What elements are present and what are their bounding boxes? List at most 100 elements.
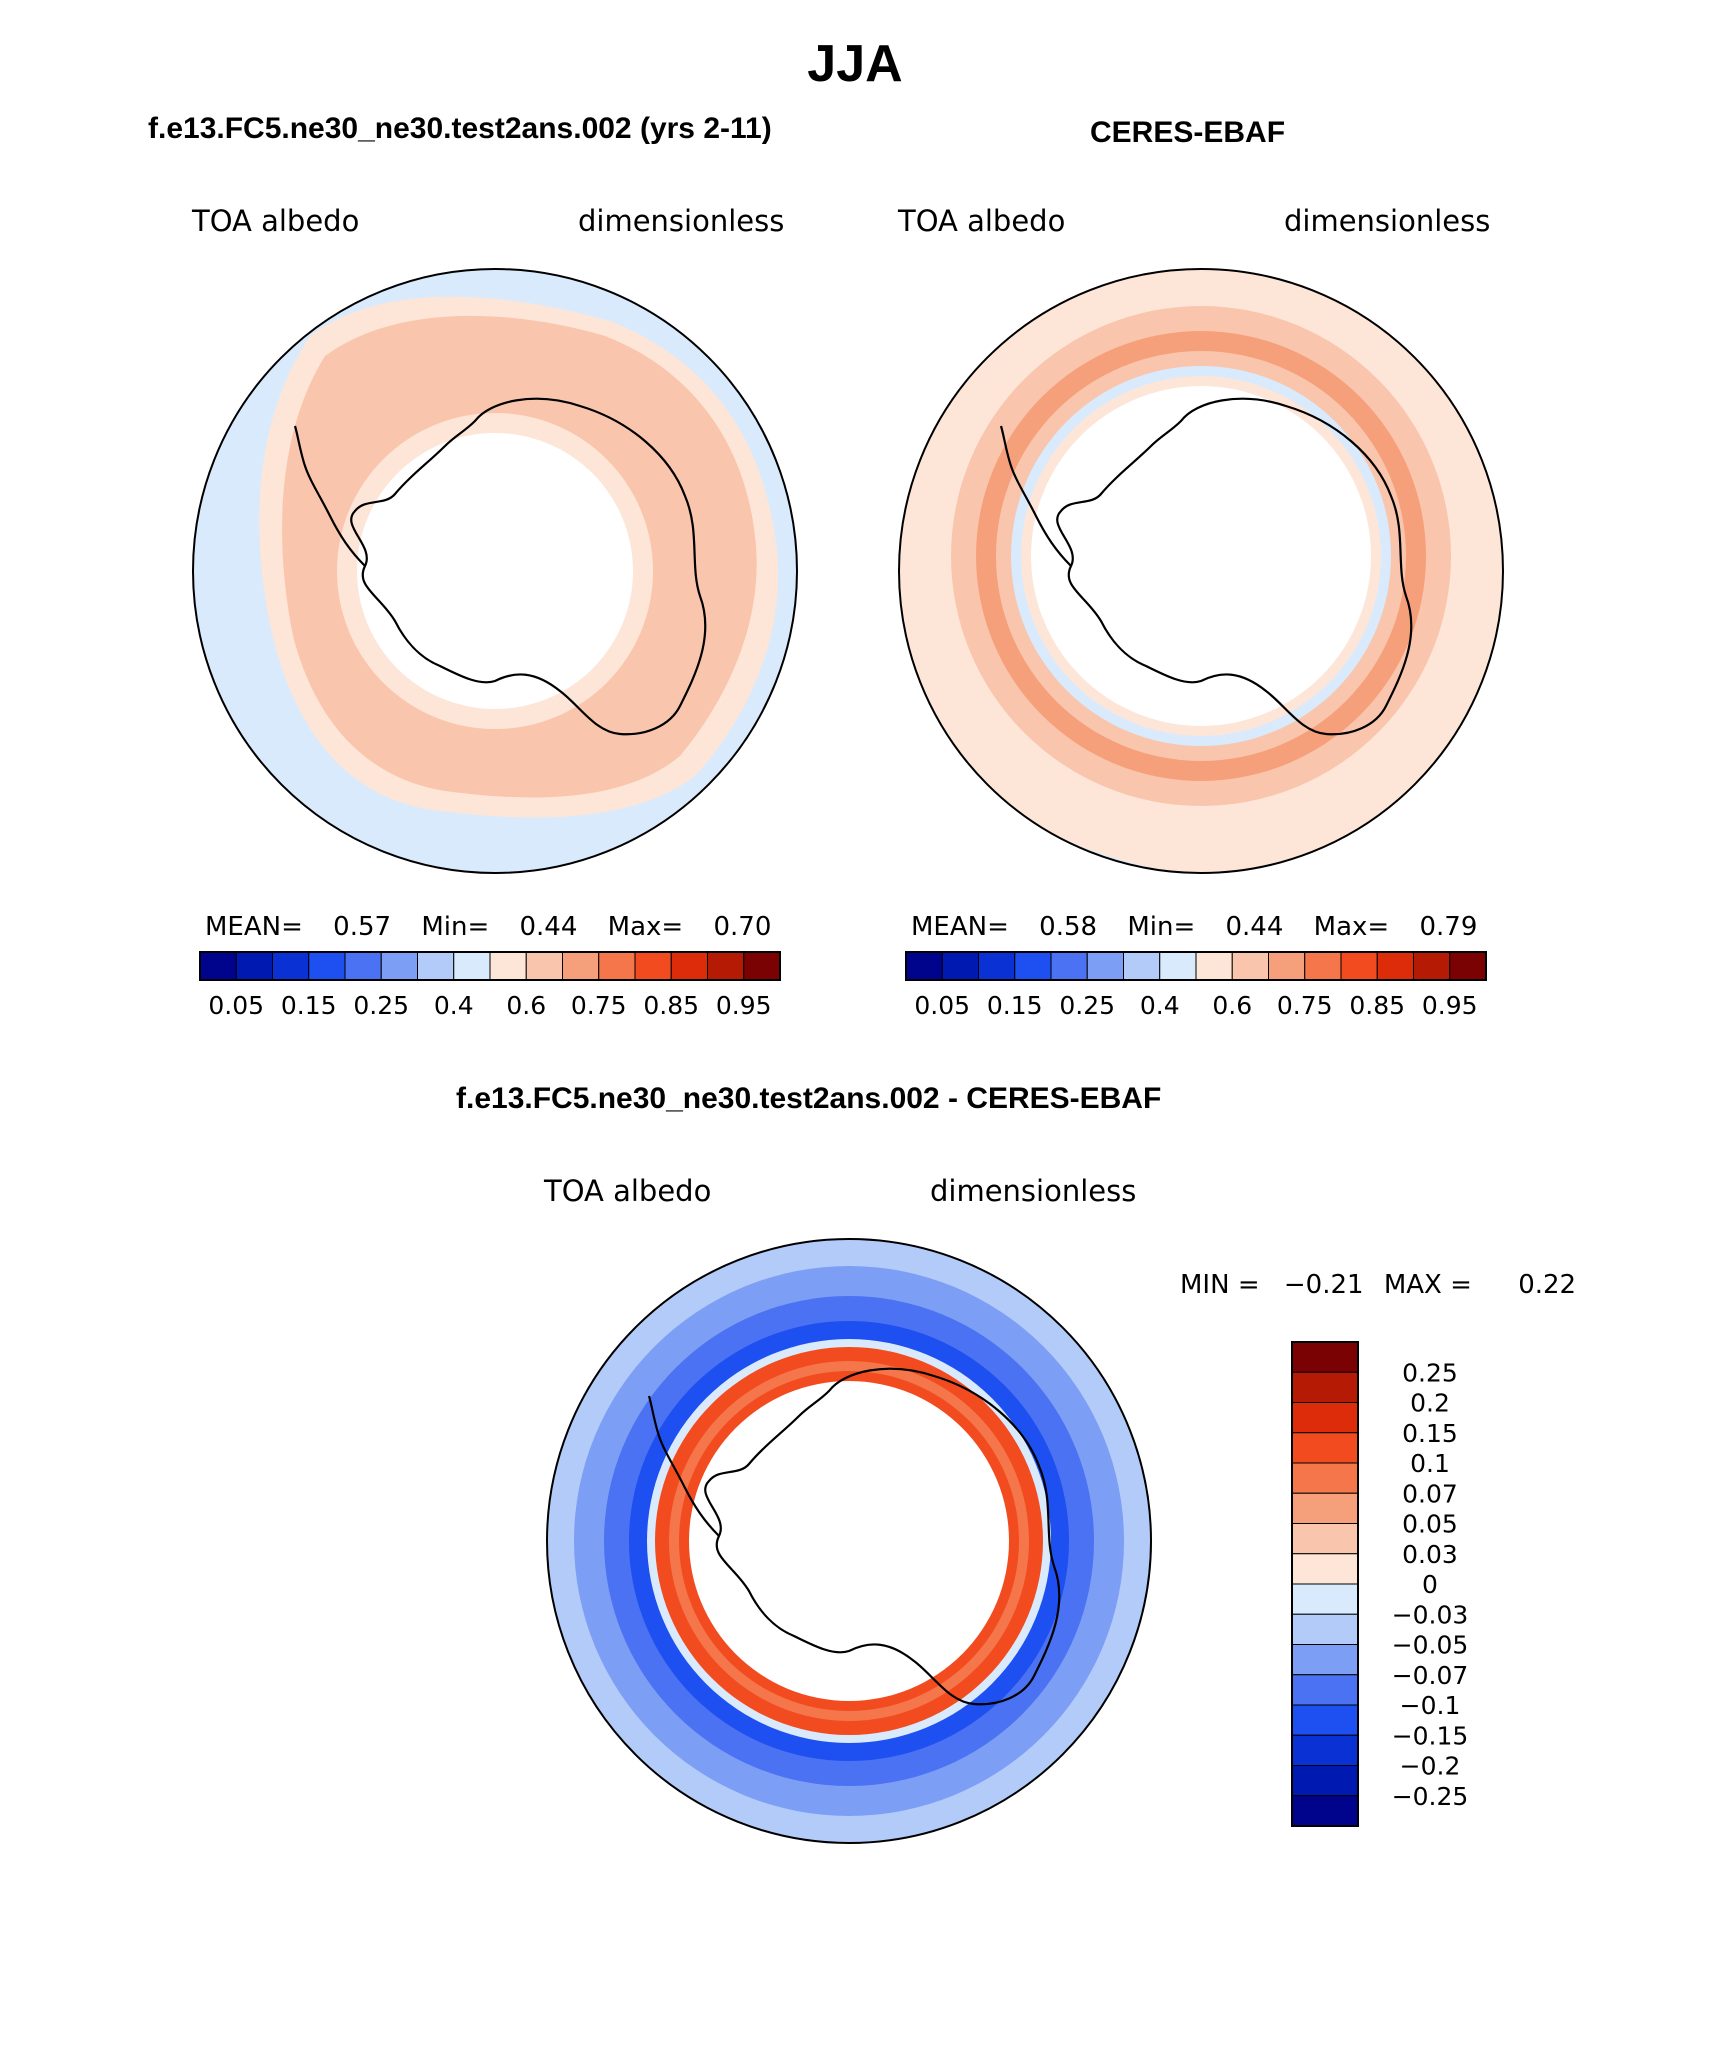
panel-2-colorbar-swatch <box>1340 951 1378 981</box>
map-border <box>898 268 1504 874</box>
panel-3-colorbar-tick-label: −0.25 <box>1392 1782 1469 1811</box>
panel-1-colorbar-swatch <box>743 951 781 981</box>
panel-1-stats: MEAN= 0.57 Min= 0.44 Max= 0.70 <box>205 912 771 942</box>
panel-3-colorbar: 0.250.20.150.10.070.050.030−0.03−0.05−0.… <box>1291 1341 1469 1827</box>
panel-1-units-label: dimensionless <box>578 204 785 238</box>
panel-3-colorbar-tick-label: 0.25 <box>1402 1358 1458 1387</box>
panel-2-colorbar-tick-label: 0.6 <box>1212 991 1252 1020</box>
panel-3-colorbar-swatch <box>1291 1553 1359 1585</box>
panel-3-max-value: 0.22 <box>1518 1270 1577 1300</box>
panel-1-min-value: 0.44 <box>519 912 578 942</box>
panel-2-units-label: dimensionless <box>1284 204 1491 238</box>
panel-3-colorbar-tick-label: 0 <box>1422 1570 1438 1599</box>
panel-3-max-label: MAX = <box>1383 1270 1472 1300</box>
panel-1-colorbar-tick-label: 0.25 <box>353 991 409 1020</box>
panel-3-colorbar-swatch <box>1291 1523 1359 1555</box>
panel-3-colorbar-tick-label: −0.15 <box>1392 1721 1469 1750</box>
panel-2-colorbar: 0.05 0.15 0.25 0.4 0.6 0.75 0.85 0.95 <box>905 951 1487 1020</box>
panel-2-stats: MEAN= 0.58 Min= 0.44 Max= 0.79 <box>911 912 1477 942</box>
panel-3-colorbar-swatch <box>1291 1583 1359 1615</box>
panel-3-title: f.e13.FC5.ne30_ne30.test2ans.002 - CERES… <box>456 1082 1162 1115</box>
peninsula-coastline <box>647 1395 720 1537</box>
panel-2-colorbar-swatch <box>1268 951 1306 981</box>
panel-3-units-label: dimensionless <box>930 1174 1137 1208</box>
panel-2-colorbar-swatch <box>1231 951 1269 981</box>
panel-2-max-value: 0.79 <box>1419 912 1478 942</box>
panel-1-max-label: Max= <box>607 912 684 942</box>
panel-1-colorbar-swatch <box>235 951 273 981</box>
panel-1-colorbar-swatch <box>308 951 346 981</box>
panel-3-min-label: MIN = <box>1180 1270 1260 1300</box>
panel-2-colorbar-tick-label: 0.75 <box>1277 991 1333 1020</box>
panel-1-colorbar-swatch <box>453 951 491 981</box>
panel-2-colorbar-swatch <box>1376 951 1414 981</box>
panel-1-colorbar-tick-label: 0.05 <box>208 991 264 1020</box>
pole-missing-data <box>689 1381 1009 1701</box>
panel-2-colorbar-swatch <box>905 951 943 981</box>
panel-3-colorbar-swatch <box>1291 1613 1359 1645</box>
map-observed-albedo <box>898 268 1504 874</box>
panel-1-mean-value: 0.57 <box>333 912 392 942</box>
panel-2-colorbar-tick-label: 0.85 <box>1349 991 1405 1020</box>
panel-2-colorbar-tick-label: 0.05 <box>914 991 970 1020</box>
panel-2-colorbar-swatch <box>1123 951 1161 981</box>
panel-1-colorbar-tick-label: 0.15 <box>281 991 337 1020</box>
panel-3-minmax: MIN = −0.21 MAX = 0.22 <box>1180 1270 1576 1300</box>
panel-1-max-value: 0.70 <box>713 912 772 942</box>
panel-3-colorbar-swatch <box>1291 1734 1359 1766</box>
panel-3-colorbar-swatch <box>1291 1341 1359 1373</box>
panel-3-colorbar-tick-label: 0.2 <box>1410 1389 1450 1418</box>
panel-2-colorbar-swatch <box>978 951 1016 981</box>
panel-1-colorbar-swatch <box>707 951 745 981</box>
panel-2-colorbar-swatch <box>1304 951 1342 981</box>
panel-1-colorbar-swatch <box>634 951 672 981</box>
panel-1-colorbar-swatch <box>489 951 527 981</box>
panel-1-colorbar-tick-label: 0.75 <box>571 991 627 1020</box>
panel-2-colorbar-swatch <box>1195 951 1233 981</box>
pole-missing-data <box>1031 386 1371 726</box>
panel-1-colorbar-swatch <box>344 951 382 981</box>
panel-3-colorbar-swatch <box>1291 1492 1359 1524</box>
panel-3-colorbar-swatch <box>1291 1765 1359 1797</box>
panel-2-colorbar-swatch <box>1159 951 1197 981</box>
panel-2-colorbar-swatch <box>1050 951 1088 981</box>
panel-3-colorbar-tick-label: −0.2 <box>1400 1752 1461 1781</box>
panel-2-min-value: 0.44 <box>1225 912 1284 942</box>
panel-3-min-value: −0.21 <box>1283 1270 1364 1300</box>
panel-3-colorbar-tick-label: −0.07 <box>1392 1661 1469 1690</box>
panel-2-colorbar-swatch <box>1413 951 1451 981</box>
antarctica-coastline <box>704 1367 1061 1706</box>
panel-1-colorbar-swatch <box>417 951 455 981</box>
panel-3-colorbar-swatch <box>1291 1402 1359 1434</box>
panel-2-variable-label: TOA albedo <box>898 204 1066 238</box>
panel-2-colorbar-swatch <box>1086 951 1124 981</box>
panel-1-colorbar-swatch <box>598 951 636 981</box>
panel-1-colorbar-swatch <box>562 951 600 981</box>
panel-3-colorbar-swatch <box>1291 1371 1359 1403</box>
panel-1-colorbar-tick-label: 0.4 <box>434 991 474 1020</box>
panel-2-colorbar-frame <box>905 951 1487 981</box>
panel-3-colorbar-swatch <box>1291 1795 1359 1827</box>
panel-3-colorbar-swatch <box>1291 1432 1359 1464</box>
panel-3-colorbar-tick-label: −0.1 <box>1400 1691 1461 1720</box>
panel-3-colorbar-swatch <box>1291 1704 1359 1736</box>
panel-1-colorbar-tick-label: 0.85 <box>643 991 699 1020</box>
map-model-albedo <box>192 268 798 874</box>
panel-1-colorbar-frame <box>199 951 781 981</box>
panel-2-colorbar-swatch <box>1014 951 1052 981</box>
antarctica-coastline <box>1056 397 1413 736</box>
peninsula-coastline <box>999 425 1072 567</box>
panel-2-mean-label: MEAN= <box>911 912 1009 942</box>
panel-2-colorbar-swatch <box>1449 951 1487 981</box>
panel-3-variable-label: TOA albedo <box>544 1174 712 1208</box>
panel-3-colorbar-swatch <box>1291 1644 1359 1676</box>
panel-3-colorbar-tick-label: −0.03 <box>1392 1600 1469 1629</box>
panel-3-colorbar-tick-label: 0.1 <box>1410 1449 1450 1478</box>
panel-2-colorbar-swatch <box>941 951 979 981</box>
panel-1-mean-label: MEAN= <box>205 912 303 942</box>
map-difference-albedo <box>546 1238 1152 1844</box>
panel-3-colorbar-swatch <box>1291 1674 1359 1706</box>
panel-3-colorbar-tick-label: 0.03 <box>1402 1540 1458 1569</box>
panel-2-colorbar-tick-label: 0.25 <box>1059 991 1115 1020</box>
panel-2-mean-value: 0.58 <box>1039 912 1098 942</box>
